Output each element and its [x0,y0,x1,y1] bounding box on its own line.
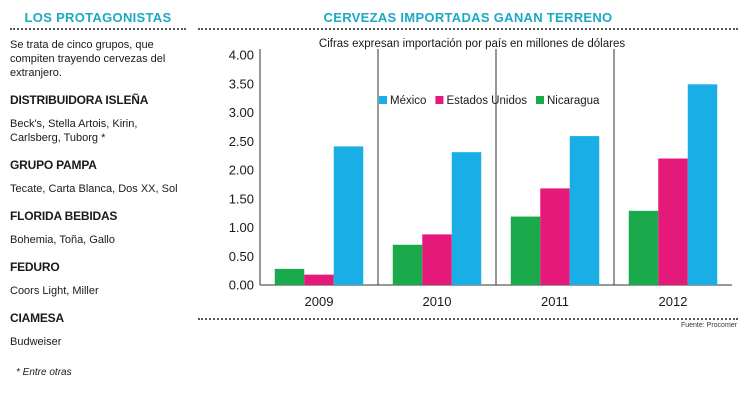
chart-subtitle: Cifras expresan importación por país en … [319,38,625,50]
group-item: FEDURO Coors Light, Miller [10,260,186,298]
legend-swatch [535,96,544,104]
group-name: CIAMESA [10,311,64,325]
y-tick-label: 2.00 [229,163,254,178]
legend-label: Nicaragua [547,95,600,107]
group-brands: Budweiser [10,336,62,348]
sidebar-title: LOS PROTAGONISTAS [10,10,186,30]
bar [628,210,659,285]
bar [451,152,482,285]
bar [392,244,423,285]
group-brands: Beck's, Stella Artois, Kirin, Carlsberg,… [10,118,138,144]
y-tick-label: 2.50 [229,134,254,149]
group-name: DISTRIBUIDORA ISLEÑA [10,93,149,107]
group-brands: Coors Light, Miller [10,285,99,297]
x-tick-label: 2012 [659,294,688,309]
footnote: * Entre otras [16,367,72,378]
y-tick-label: 1.50 [229,191,254,206]
bar [540,188,570,285]
legend-swatch [435,96,444,104]
bar [687,84,718,285]
legend-label: Estados Unidos [446,95,527,107]
bar [510,216,541,285]
group-name: GRUPO PAMPA [10,158,97,172]
group-item: CIAMESA Budweiser [10,311,186,349]
y-tick-label: 1.00 [229,220,254,235]
y-tick-label: 0.00 [229,278,254,293]
sidebar-intro: Se trata de cinco grupos, que compiten t… [10,39,166,79]
bottom-divider [198,318,738,320]
group-name: FLORIDA BEBIDAS [10,209,118,223]
y-tick-label: 0.50 [229,249,254,264]
group-name: FEDURO [10,260,60,274]
source-note: Fuente: Procomer [680,322,737,329]
bar [422,234,452,285]
y-tick-label: 4.00 [229,48,254,63]
legend-swatch [379,96,387,104]
group-brands: Bohemia, Toña, Gallo [10,234,115,246]
chart-title: CERVEZAS IMPORTADAS GANAN TERRENO [198,10,738,30]
bar [569,136,600,285]
bar [274,268,305,285]
sidebar-panel: LOS PROTAGONISTAS Se trata de cinco grup… [10,10,186,378]
group-brands: Tecate, Carta Blanca, Dos XX, Sol [10,183,178,195]
bar [333,146,364,285]
bar [304,274,334,285]
x-tick-label: 2011 [541,294,569,309]
group-item: FLORIDA BEBIDAS Bohemia, Toña, Gallo [10,209,186,247]
group-list: DISTRIBUIDORA ISLEÑA Beck's, Stella Arto… [10,93,186,349]
group-item: GRUPO PAMPA Tecate, Carta Blanca, Dos XX… [10,158,186,196]
y-tick-label: 3.50 [229,76,254,91]
bar-chart: Cifras expresan importación por país en … [229,38,732,309]
legend-label: México [390,95,426,107]
y-tick-label: 3.00 [229,105,254,120]
x-tick-label: 2010 [423,294,452,309]
x-tick-label: 2009 [305,294,334,309]
group-item: DISTRIBUIDORA ISLEÑA Beck's, Stella Arto… [10,93,186,145]
bar [658,158,688,285]
